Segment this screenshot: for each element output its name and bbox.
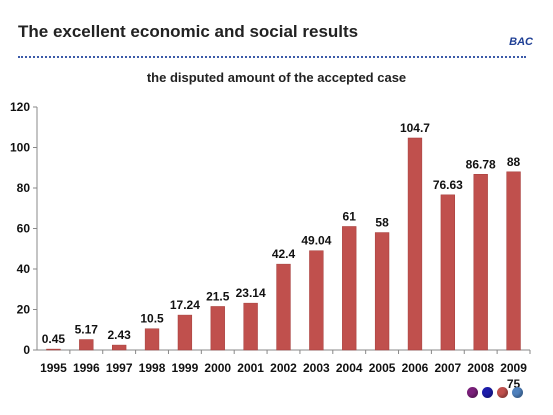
data-label: 42.4 xyxy=(272,247,296,261)
x-tick-label: 2002 xyxy=(270,361,297,375)
x-tick-label: 2001 xyxy=(237,361,264,375)
nav-dot-icon xyxy=(497,387,508,398)
y-tick-label: 20 xyxy=(17,303,31,317)
x-tick-label: 2003 xyxy=(303,361,330,375)
x-tick-label: 1996 xyxy=(73,361,100,375)
y-tick-label: 40 xyxy=(17,262,31,276)
data-label: 76.63 xyxy=(433,178,463,192)
x-tick-label: 2009 xyxy=(500,361,527,375)
data-label: 104.7 xyxy=(400,121,430,135)
bar xyxy=(407,137,423,351)
x-tick-label: 1995 xyxy=(40,361,67,375)
x-tick-label: 2007 xyxy=(434,361,461,375)
x-tick-label: 2005 xyxy=(369,361,396,375)
data-label: 21.5 xyxy=(206,289,230,303)
nav-dot-icon xyxy=(512,387,523,398)
bar xyxy=(506,171,521,351)
data-label: 88 xyxy=(507,155,521,169)
slide-title: The excellent economic and social result… xyxy=(18,22,359,41)
data-label: 23.14 xyxy=(236,286,266,300)
bar xyxy=(144,328,160,351)
y-tick-label: 100 xyxy=(10,141,30,155)
data-label: 0.45 xyxy=(42,332,66,346)
y-tick-label: 60 xyxy=(17,222,31,236)
x-tick-label: 2000 xyxy=(204,361,231,375)
data-label: 61 xyxy=(343,209,357,223)
bar xyxy=(309,250,324,351)
x-tick-label: 2004 xyxy=(336,361,363,375)
x-tick-label: 1997 xyxy=(106,361,133,375)
data-label: 2.43 xyxy=(107,328,131,342)
x-tick-label: 2008 xyxy=(467,361,494,375)
y-tick-label: 80 xyxy=(17,181,31,195)
data-label: 49.04 xyxy=(301,234,331,248)
bar xyxy=(177,314,193,351)
title-divider xyxy=(18,56,526,58)
bar xyxy=(210,306,225,351)
chart-title: the disputed amount of the accepted case xyxy=(146,70,407,85)
bar xyxy=(374,232,390,351)
y-tick-label: 120 xyxy=(10,100,30,114)
data-label: 10.5 xyxy=(140,312,164,326)
nav-dot-icon xyxy=(482,387,493,398)
bar xyxy=(440,194,455,351)
brand-logo: BAC xyxy=(509,36,533,48)
bar xyxy=(473,174,488,351)
bar xyxy=(243,302,258,351)
data-label: 58 xyxy=(375,216,389,230)
x-tick-label: 2006 xyxy=(402,361,429,375)
x-tick-label: 1999 xyxy=(172,361,199,375)
y-tick-label: 0 xyxy=(23,343,30,357)
x-tick-label: 1998 xyxy=(139,361,166,375)
data-label: 86.78 xyxy=(466,157,496,171)
bar xyxy=(342,226,357,351)
bar xyxy=(46,348,61,351)
bar xyxy=(276,263,291,351)
data-label: 17.24 xyxy=(170,298,200,312)
bar xyxy=(79,339,94,351)
data-label: 5.17 xyxy=(75,323,99,337)
nav-dot-icon xyxy=(467,387,478,398)
slide-nav-dots xyxy=(467,387,537,401)
bar xyxy=(112,344,127,351)
